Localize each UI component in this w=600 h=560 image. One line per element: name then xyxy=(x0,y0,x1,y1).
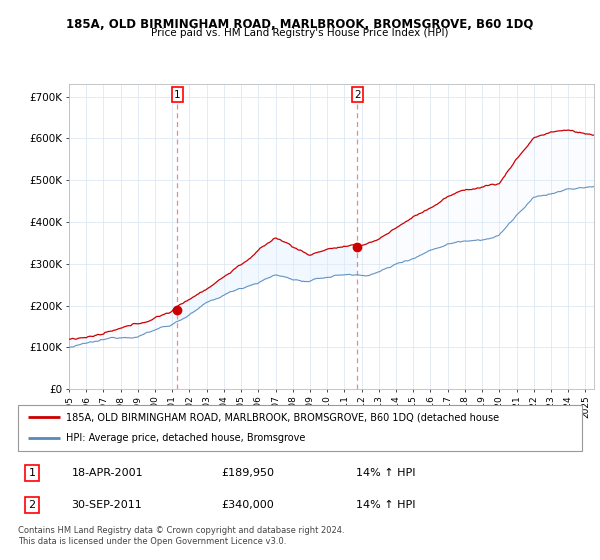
Text: 14% ↑ HPI: 14% ↑ HPI xyxy=(356,468,416,478)
Text: £189,950: £189,950 xyxy=(221,468,274,478)
Text: 2: 2 xyxy=(29,500,35,510)
Text: HPI: Average price, detached house, Bromsgrove: HPI: Average price, detached house, Brom… xyxy=(66,433,305,444)
Text: 1: 1 xyxy=(29,468,35,478)
Text: 185A, OLD BIRMINGHAM ROAD, MARLBROOK, BROMSGROVE, B60 1DQ (detached house: 185A, OLD BIRMINGHAM ROAD, MARLBROOK, BR… xyxy=(66,412,499,422)
Text: Price paid vs. HM Land Registry's House Price Index (HPI): Price paid vs. HM Land Registry's House … xyxy=(151,28,449,38)
Text: £340,000: £340,000 xyxy=(221,500,274,510)
Text: 18-APR-2001: 18-APR-2001 xyxy=(71,468,143,478)
Text: 30-SEP-2011: 30-SEP-2011 xyxy=(71,500,142,510)
Text: 14% ↑ HPI: 14% ↑ HPI xyxy=(356,500,416,510)
Text: Contains HM Land Registry data © Crown copyright and database right 2024.
This d: Contains HM Land Registry data © Crown c… xyxy=(18,526,344,546)
Text: 1: 1 xyxy=(174,90,181,100)
FancyBboxPatch shape xyxy=(18,405,582,451)
Text: 185A, OLD BIRMINGHAM ROAD, MARLBROOK, BROMSGROVE, B60 1DQ: 185A, OLD BIRMINGHAM ROAD, MARLBROOK, BR… xyxy=(67,18,533,31)
Text: 2: 2 xyxy=(354,90,361,100)
